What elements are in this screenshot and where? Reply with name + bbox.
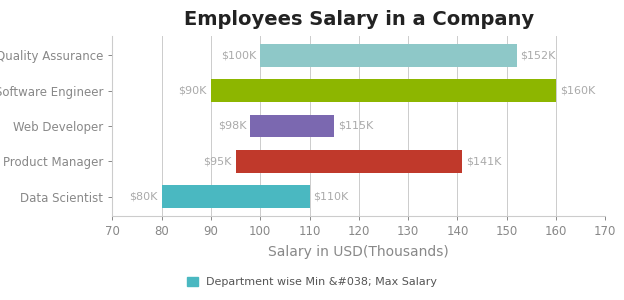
X-axis label: Salary in USD(Thousands): Salary in USD(Thousands)	[268, 245, 449, 259]
Text: $141K: $141K	[466, 156, 502, 166]
Text: $90K: $90K	[178, 86, 207, 96]
Bar	[211, 79, 556, 102]
Text: $98K: $98K	[218, 121, 246, 131]
Text: $115K: $115K	[338, 121, 373, 131]
Text: $152K: $152K	[520, 50, 556, 60]
Text: $80K: $80K	[129, 192, 158, 202]
Title: Employees Salary in a Company: Employees Salary in a Company	[183, 10, 534, 29]
Legend: Department wise Min &#038; Max Salary: Department wise Min &#038; Max Salary	[182, 272, 442, 291]
Bar	[260, 44, 517, 67]
Text: $160K: $160K	[560, 86, 595, 96]
Bar	[250, 115, 334, 137]
Text: $95K: $95K	[203, 156, 232, 166]
Text: $100K: $100K	[221, 50, 256, 60]
Bar	[235, 150, 462, 173]
Bar	[162, 185, 310, 208]
Text: $110K: $110K	[313, 192, 349, 202]
